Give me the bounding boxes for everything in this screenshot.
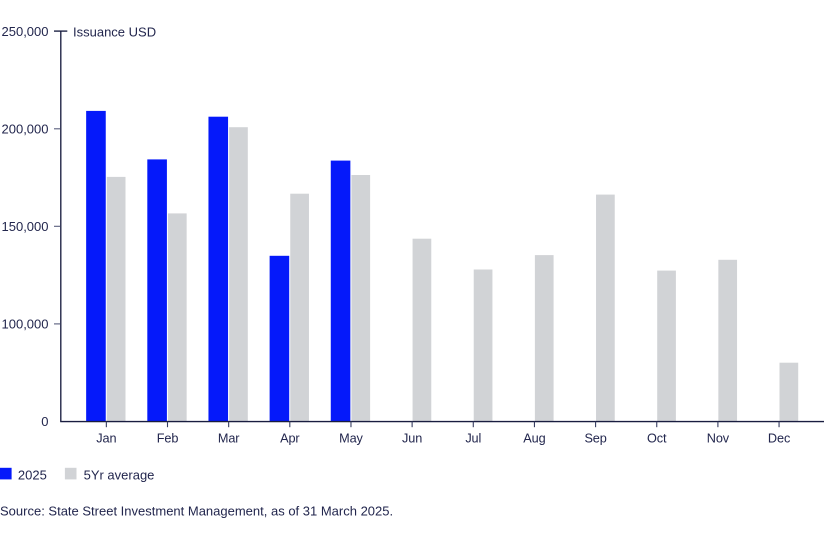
svg-text:200,000: 200,000	[2, 122, 49, 137]
svg-text:Sep: Sep	[584, 432, 606, 446]
svg-text:0: 0	[41, 414, 48, 429]
svg-text:150,000: 150,000	[2, 219, 49, 234]
svg-text:100,000: 100,000	[2, 317, 49, 332]
svg-text:250,000: 250,000	[2, 24, 49, 39]
svg-text:Dec: Dec	[768, 432, 791, 446]
svg-text:Apr: Apr	[280, 432, 300, 446]
svg-text:Nov: Nov	[707, 432, 730, 446]
svg-text:Source: State Street Investmen: Source: State Street Investment Manageme…	[0, 503, 393, 518]
svg-text:5Yr average: 5Yr average	[84, 467, 155, 482]
svg-text:Jul: Jul	[465, 432, 481, 446]
svg-text:Feb: Feb	[157, 432, 179, 446]
svg-text:Mar: Mar	[218, 432, 240, 446]
svg-text:May: May	[339, 432, 363, 446]
svg-text:2025: 2025	[18, 467, 47, 482]
svg-text:Jun: Jun	[402, 432, 422, 446]
svg-text:Oct: Oct	[647, 432, 667, 446]
svg-text:Jan: Jan	[96, 432, 116, 446]
svg-text:Aug: Aug	[523, 432, 545, 446]
svg-text:Issuance USD: Issuance USD	[73, 24, 156, 39]
